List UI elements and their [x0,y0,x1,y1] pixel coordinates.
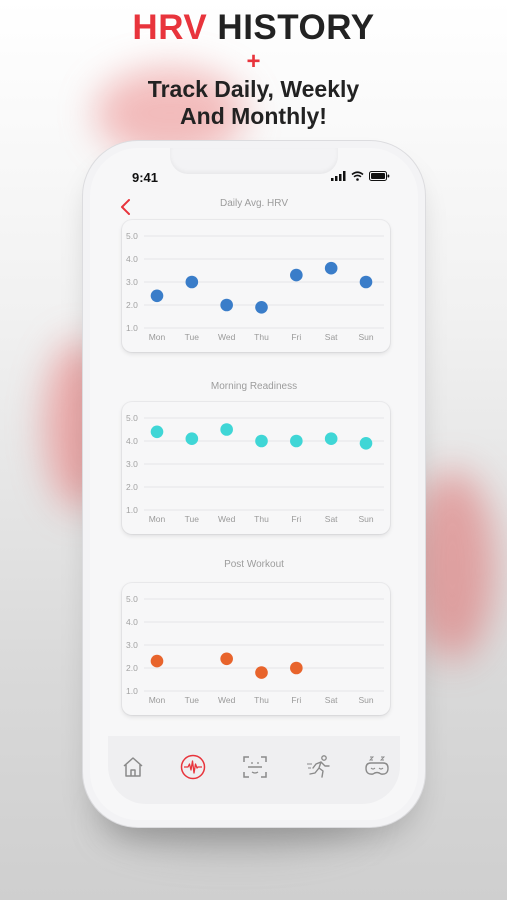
y-tick-label: 4.0 [126,254,138,264]
daily-avg-chart: 5.0 4.0 3.0 2.0 1.0 Mon Tue Wed Thu Fri Sat Sun [126,231,384,342]
post-workout-title: Post Workout [224,559,284,570]
y-tick-label: 5.0 [126,413,138,423]
title-rest: HISTORY [207,8,375,47]
x-tick-label: Sat [325,514,338,524]
status-time: 9:41 [132,170,159,185]
x-tick-label: Thu [254,695,269,705]
headline: HRV HISTORY + Track Daily, Weekly And Mo… [0,8,507,130]
x-tick-label: Thu [254,514,269,524]
x-tick-label: Thu [254,332,269,342]
daily-avg-title: Daily Avg. HRV [220,198,288,209]
paint-splash [410,470,495,660]
y-tick-label: 2.0 [126,482,138,492]
y-tick-label: 2.0 [126,663,138,673]
data-point [185,432,199,445]
data-point [255,434,268,448]
data-point [220,298,233,312]
face-scan-icon[interactable] [242,754,268,780]
x-tick-label: Mon [149,514,166,524]
morning-readiness-title: Morning Readiness [210,381,298,392]
data-point [324,261,338,275]
y-tick-label: 4.0 [126,436,138,446]
y-tick-label: 3.0 [126,640,138,650]
x-tick-label: Wed [218,695,236,705]
morning-readiness-chart: 5.0 4.0 3.0 2.0 1.0 Mon Tue Wed Thu Fri Sat Sun [126,413,384,524]
x-tick-label: Fri [291,514,301,524]
page-title: HRV HISTORY [0,8,507,48]
plus-sign: + [246,48,261,75]
y-tick-label: 4.0 [126,617,138,627]
x-tick-label: Mon [149,332,166,342]
data-point [255,301,268,314]
morning-readiness-card: 5.0 4.0 3.0 2.0 1.0 Mon Tue Wed Thu Fri Sat Sun [122,402,390,534]
x-tick-label: Sat [325,695,338,705]
data-point [220,423,233,436]
x-tick-label: Wed [218,332,236,342]
battery-icon [369,171,390,181]
y-tick-label: 1.0 [126,505,138,515]
data-point [150,289,164,303]
paint-splash [95,68,245,158]
post-workout-card: 5.0 4.0 3.0 2.0 1.0 Mon Tue Wed Thu Fri Sat Sun [122,583,390,715]
x-tick-label: Tue [185,332,200,342]
x-tick-label: Sun [358,332,373,342]
data-point [220,652,233,666]
data-point [324,432,338,445]
wifi-icon [351,171,364,181]
subtitle-line-2: And Monthly! [180,103,327,129]
y-tick-label: 1.0 [126,686,138,696]
y-tick-label: 5.0 [126,231,138,241]
data-point [290,268,303,282]
daily-avg-card: 5.0 4.0 3.0 2.0 1.0 Mon Tue Wed Thu Fri Sat Sun [122,220,390,352]
signal-icon [331,171,346,181]
sleep-mask-icon[interactable] [364,754,390,780]
x-tick-label: Wed [218,514,236,524]
y-tick-label: 3.0 [126,459,138,469]
home-icon[interactable] [120,754,146,780]
data-point [255,666,268,679]
y-tick-label: 1.0 [126,323,138,333]
tab-bar [108,736,400,804]
data-point [150,654,164,668]
heartbeat-icon[interactable] [180,754,206,780]
phone-mockup: 9:41 Daily Avg. HRV 5.0 4.0 3.0 2.0 1.0 Mon Tu… [90,148,418,820]
data-point [185,275,199,289]
y-tick-label: 2.0 [126,300,138,310]
data-point [359,437,373,450]
post-workout-chart: 5.0 4.0 3.0 2.0 1.0 Mon Tue Wed Thu Fri Sat Sun [126,594,384,705]
x-tick-label: Sun [358,514,373,524]
x-tick-label: Tue [185,695,200,705]
x-tick-label: Fri [291,695,301,705]
data-point [290,434,303,448]
y-tick-label: 5.0 [126,594,138,604]
data-point [150,425,164,439]
y-tick-label: 3.0 [126,277,138,287]
title-accent: HRV [132,8,208,47]
x-tick-label: Fri [291,332,301,342]
data-point [359,275,373,289]
data-point [290,661,303,675]
status-icons [331,171,390,181]
phone-notch [170,148,338,174]
x-tick-label: Mon [149,695,166,705]
running-icon[interactable] [306,754,332,780]
subtitle-line-1: Track Daily, Weekly [147,76,360,102]
x-tick-label: Sat [325,332,338,342]
x-tick-label: Tue [185,514,200,524]
chevron-left-icon[interactable] [118,198,132,216]
x-tick-label: Sun [358,695,373,705]
